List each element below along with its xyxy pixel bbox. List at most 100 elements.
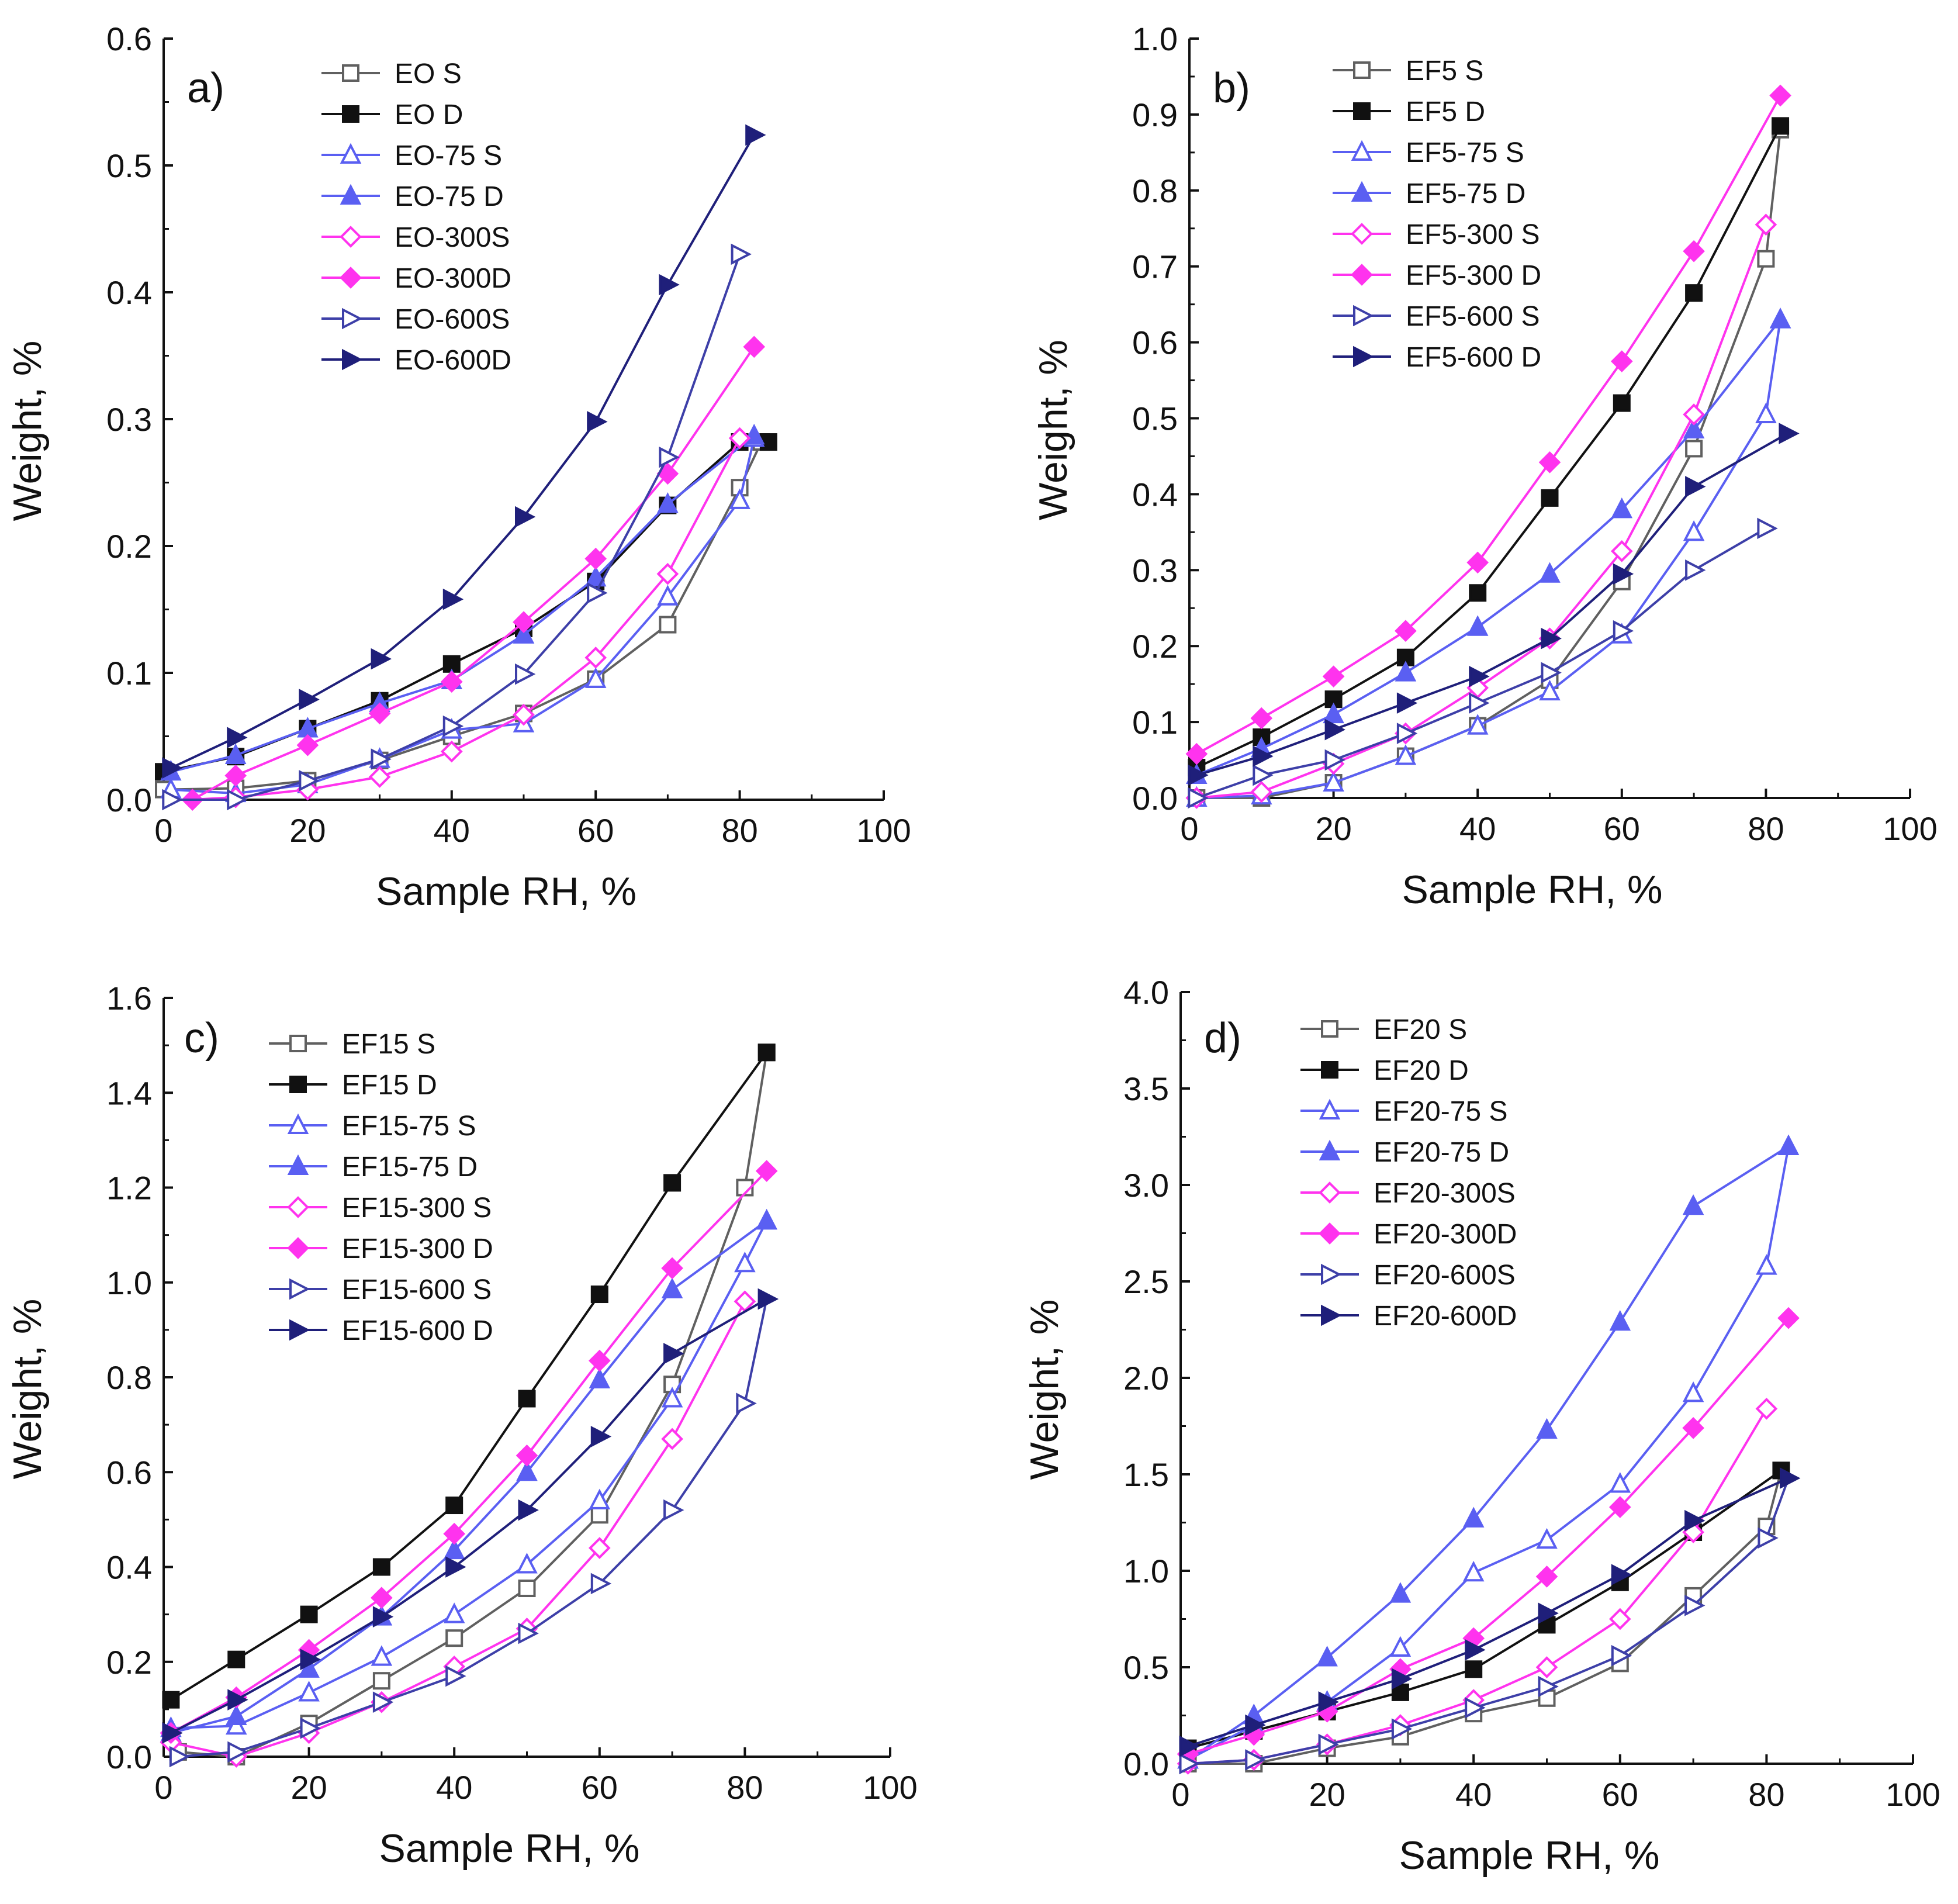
- x-axis-title: Sample RH, %: [1399, 1833, 1660, 1878]
- y-tick-label: 0.4: [106, 274, 152, 311]
- data-point: [656, 562, 679, 585]
- legend-item: EO-600D: [321, 345, 511, 376]
- legend-label: EF15-75 D: [342, 1152, 478, 1183]
- data-point: [1389, 1636, 1412, 1657]
- y-tick-label: 0.5: [1132, 400, 1178, 437]
- legend-item: EF15-600 S: [269, 1274, 492, 1305]
- data-point: [734, 1251, 756, 1273]
- series-line: [163, 441, 763, 791]
- legend-item: EF15-300 S: [269, 1193, 492, 1224]
- legend-marker: [1319, 1222, 1341, 1245]
- data-point: [1465, 1660, 1483, 1678]
- data-point: [518, 1390, 536, 1408]
- data-point: [1179, 1736, 1200, 1757]
- series-ef20-300d: [1177, 1307, 1800, 1765]
- legend-label: EO-300D: [395, 263, 511, 294]
- y-tick-label: 0.2: [106, 1644, 152, 1681]
- y-tick-label: 0.1: [106, 655, 152, 692]
- data-point: [736, 1392, 757, 1414]
- y-tick-label: 0.1: [1132, 704, 1178, 741]
- x-tick-label: 0: [1180, 810, 1198, 847]
- legend-marker: [1353, 305, 1374, 327]
- data-point: [1756, 1254, 1777, 1275]
- data-point: [729, 488, 750, 509]
- data-point: [1683, 417, 1705, 438]
- legend-marker: [1321, 1020, 1338, 1038]
- x-axis-title: Sample RH, %: [379, 1826, 640, 1871]
- data-point: [299, 689, 320, 710]
- legend-item: EF5-300 D: [1333, 260, 1541, 291]
- series-line: [1196, 319, 1782, 799]
- data-point: [1779, 423, 1800, 444]
- data-point: [1469, 584, 1487, 602]
- legend-item: EF20-300S: [1300, 1178, 1516, 1209]
- x-tick-label: 80: [721, 812, 757, 849]
- data-point: [518, 1499, 539, 1521]
- data-point: [1611, 1644, 1632, 1667]
- legend-item: EF15 S: [269, 1029, 435, 1060]
- data-point: [584, 547, 607, 570]
- data-point: [1685, 559, 1706, 581]
- data-point: [371, 648, 392, 670]
- y-tick-label: 1.0: [106, 1264, 152, 1301]
- data-point: [299, 770, 320, 792]
- y-tick-label: 3.0: [1123, 1167, 1169, 1204]
- legend-item: EF15-75 D: [269, 1152, 478, 1183]
- data-point: [300, 1605, 318, 1623]
- data-point: [1685, 476, 1706, 497]
- data-point: [443, 1538, 465, 1560]
- legend-label: EO-600D: [395, 345, 511, 376]
- y-tick-label: 0.0: [1123, 1746, 1169, 1782]
- series-line: [1188, 1470, 1783, 1765]
- series-ef5-75-s: [1186, 307, 1791, 807]
- data-point: [300, 1649, 321, 1670]
- legend-item: EF20-300D: [1300, 1219, 1517, 1250]
- panel-b: 0 20 40 60 80 100 0.0 0.1 0.2 0.3 0.4 0.5 0.6 0.7 0.8 0…: [1031, 20, 1938, 912]
- data-point: [445, 1556, 466, 1578]
- data-point: [1535, 1656, 1558, 1678]
- legend-label: EF15-300 D: [342, 1233, 493, 1264]
- data-point: [513, 611, 535, 634]
- y-tick-label: 0.0: [1132, 780, 1178, 817]
- x-tick-label: 40: [1459, 810, 1496, 847]
- data-point: [1324, 718, 1345, 741]
- data-point: [731, 243, 752, 265]
- legend-item: EF5-300 S: [1333, 219, 1540, 250]
- data-point: [728, 427, 751, 450]
- series-line: [171, 438, 756, 795]
- x-tick-label: 20: [290, 1769, 327, 1806]
- data-point: [1609, 1472, 1631, 1493]
- legend-label: EF20-75 S: [1374, 1096, 1507, 1127]
- x-tick-label: 0: [154, 1769, 172, 1806]
- data-point: [371, 1645, 393, 1666]
- legend-label: EF20-300D: [1374, 1219, 1517, 1250]
- x-tick-label: 20: [289, 812, 326, 849]
- data-point: [300, 1718, 321, 1739]
- y-axis-title: Weight, %: [1022, 1300, 1067, 1480]
- panel-label: b): [1213, 65, 1250, 112]
- data-point: [1535, 1566, 1558, 1588]
- legend-item: EF20 S: [1300, 1014, 1467, 1045]
- data-point: [1682, 1416, 1704, 1439]
- data-point: [1324, 749, 1345, 771]
- legend-item: EO D: [321, 99, 463, 130]
- data-point: [1755, 1397, 1778, 1420]
- data-point: [659, 274, 680, 296]
- data-point: [516, 1460, 538, 1481]
- legend-marker: [340, 143, 362, 164]
- data-point: [368, 766, 391, 788]
- data-point: [1396, 692, 1418, 714]
- legend-label: EF15-75 S: [342, 1111, 476, 1142]
- data-point: [513, 703, 535, 726]
- data-point: [663, 1343, 684, 1364]
- legend-label: EO S: [395, 58, 462, 89]
- y-tick-label: 0.5: [1123, 1649, 1169, 1686]
- data-point: [584, 647, 607, 669]
- data-point: [372, 1691, 394, 1713]
- data-point: [1395, 661, 1417, 682]
- legend-marker: [287, 1154, 309, 1175]
- legend-item: EF5-600 S: [1333, 301, 1540, 332]
- series-line: [178, 1298, 768, 1758]
- legend-marker: [1353, 102, 1371, 120]
- data-point: [587, 582, 608, 604]
